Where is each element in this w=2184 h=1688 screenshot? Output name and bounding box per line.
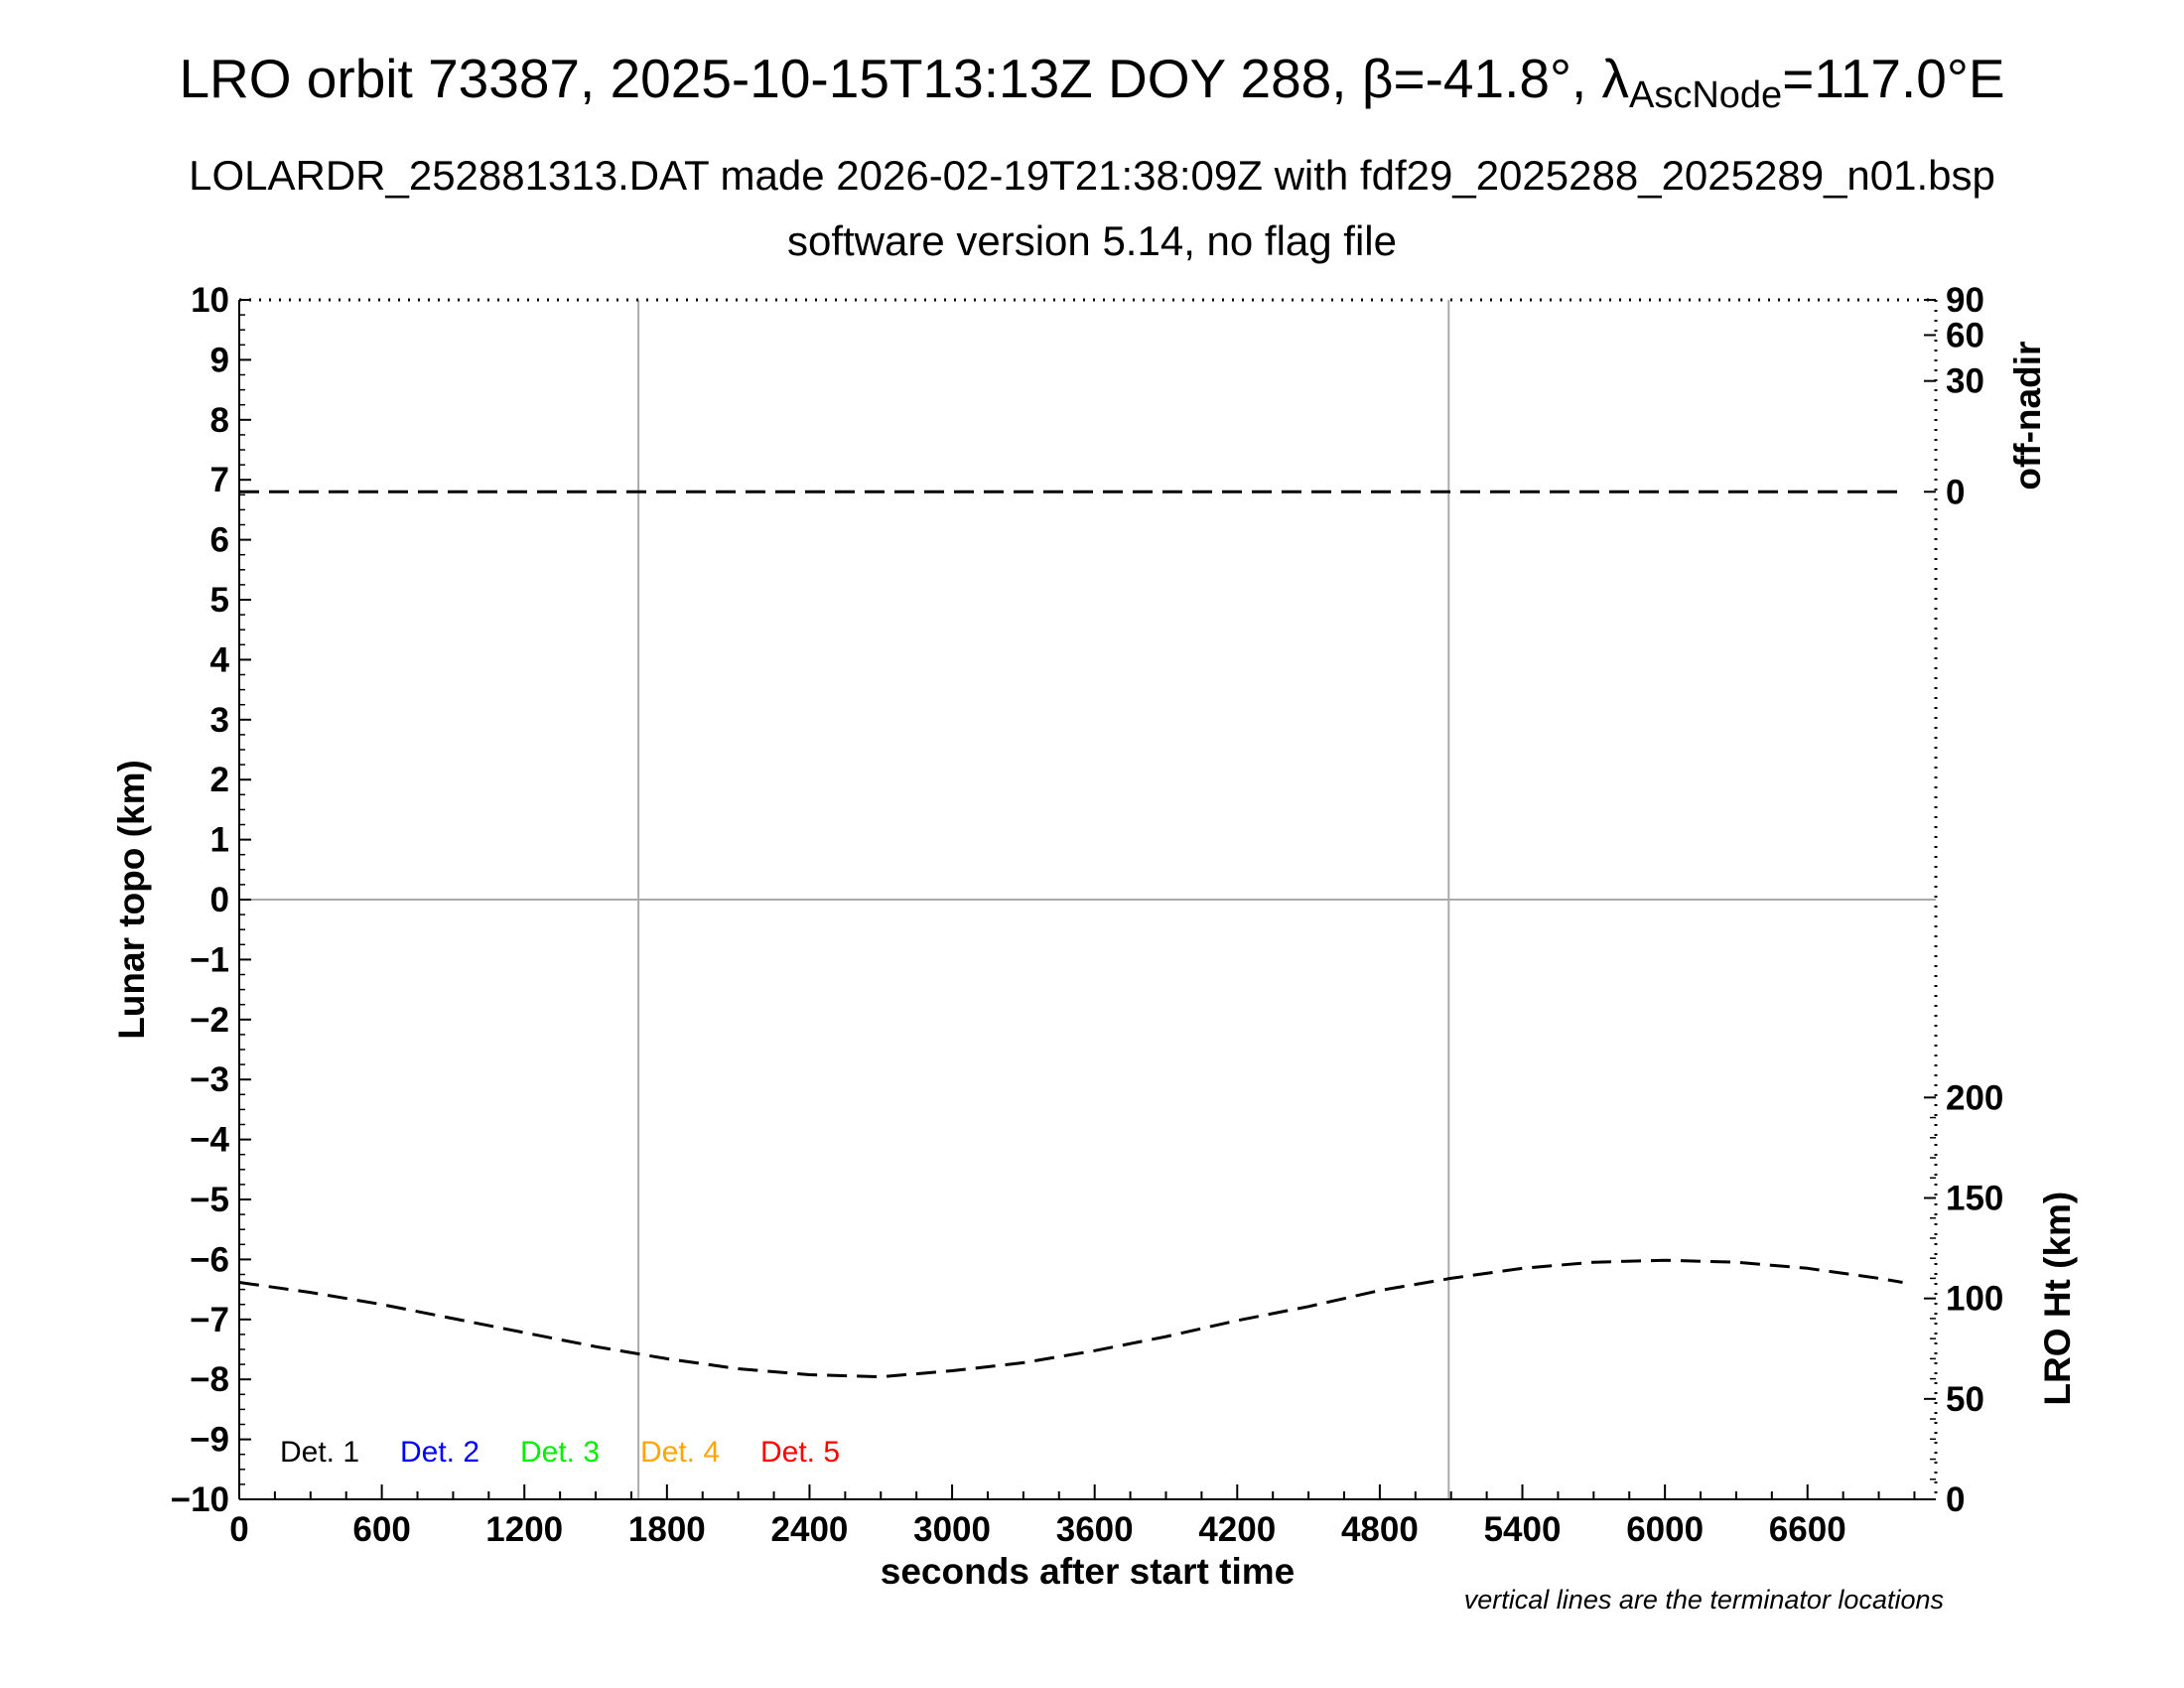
x-tick-label: 600 — [352, 1510, 410, 1549]
y-tick-label: 3 — [210, 701, 229, 740]
lro-ht-tick-label: 50 — [1946, 1380, 1984, 1419]
y-tick-label: −10 — [171, 1480, 229, 1519]
y-tick-label: 6 — [210, 521, 229, 560]
lro-ht-tick-label: 0 — [1946, 1480, 1965, 1519]
legend-entry: Det. 2 — [400, 1436, 479, 1469]
lro-ht-tick-label: 100 — [1946, 1280, 2003, 1319]
legend-entry: Det. 5 — [760, 1436, 840, 1469]
title-prefix: LRO orbit 73387, 2025-10-15T13:13Z DOY 2… — [179, 48, 1629, 109]
lro-ht-axis-title: LRO Ht (km) — [2037, 1192, 2078, 1406]
chart-subtitle-file: LOLARDR_252881313.DAT made 2026-02-19T21… — [189, 152, 1995, 199]
labels-layer: 0 600 1200 1800 2400 3000 3600 4200 4800 5400 6000… — [111, 281, 2078, 1615]
y-tick-label: −1 — [190, 940, 229, 979]
legend-layer: Det. 1 Det. 2 Det. 3 Det. 4 Det. 5 — [280, 1436, 840, 1469]
terminator-note: vertical lines are the terminator locati… — [1464, 1585, 1944, 1615]
x-tick-label: 4200 — [1198, 1510, 1276, 1549]
y-tick-label: −6 — [190, 1240, 229, 1279]
lro-ht-tick-label: 200 — [1946, 1078, 2003, 1117]
y-tick-label: 7 — [210, 461, 229, 499]
x-tick-label: 1800 — [628, 1510, 706, 1549]
x-tick-label: 6600 — [1769, 1510, 1846, 1549]
series-layer — [238, 490, 1903, 1379]
x-tick-label: 5400 — [1484, 1510, 1562, 1549]
legend-entry: Det. 4 — [640, 1436, 720, 1469]
off-nadir-tick-label: 90 — [1946, 281, 1984, 320]
off-nadir-axis-title: off-nadir — [2007, 342, 2048, 491]
x-tick-label: 4800 — [1341, 1510, 1419, 1549]
grid-layer — [239, 300, 1936, 1499]
y-tick-label: −5 — [190, 1181, 229, 1219]
y-tick-label: −4 — [190, 1121, 229, 1160]
y-tick-label: 9 — [210, 341, 229, 379]
x-tick-label: 3600 — [1056, 1510, 1134, 1549]
x-tick-label: 1200 — [485, 1510, 563, 1549]
off-nadir-tick-label: 60 — [1946, 316, 1984, 354]
y-tick-label: −3 — [190, 1060, 229, 1099]
legend-entry: Det. 3 — [520, 1436, 600, 1469]
y-tick-label: 5 — [210, 581, 229, 620]
off-nadir-tick-label: 30 — [1946, 362, 1984, 401]
x-tick-label: 0 — [229, 1510, 248, 1549]
y-axis-title: Lunar topo (km) — [111, 760, 152, 1040]
lro-ht-tick-label: 150 — [1946, 1179, 2003, 1217]
y-tick-label: 2 — [210, 761, 229, 799]
x-tick-label: 6000 — [1626, 1510, 1704, 1549]
y-tick-label: −7 — [190, 1301, 229, 1339]
title-suffix: =117.0°E — [1782, 48, 2005, 109]
y-tick-label: 10 — [191, 281, 229, 320]
y-tick-label: 4 — [210, 640, 230, 679]
chart-subtitle-software: software version 5.14, no flag file — [786, 217, 1397, 264]
off-nadir-tick-label: 0 — [1946, 473, 1965, 511]
x-tick-label: 3000 — [913, 1510, 991, 1549]
y-tick-label: 1 — [210, 821, 229, 860]
y-tick-label: 0 — [210, 881, 229, 919]
x-tick-label: 2400 — [771, 1510, 849, 1549]
title-subscript: AscNode — [1629, 74, 1783, 116]
lro-height-series-line — [238, 1258, 1903, 1379]
y-tick-label: 8 — [210, 401, 229, 440]
legend-entry: Det. 1 — [280, 1436, 359, 1469]
ticks-layer — [238, 299, 1936, 1500]
y-tick-label: −2 — [190, 1001, 229, 1040]
y-tick-label: −9 — [190, 1421, 229, 1460]
y-tick-label: −8 — [190, 1360, 229, 1399]
x-axis-title: seconds after start time — [881, 1551, 1295, 1592]
chart-title: LRO orbit 73387, 2025-10-15T13:13Z DOY 2… — [0, 52, 2184, 115]
